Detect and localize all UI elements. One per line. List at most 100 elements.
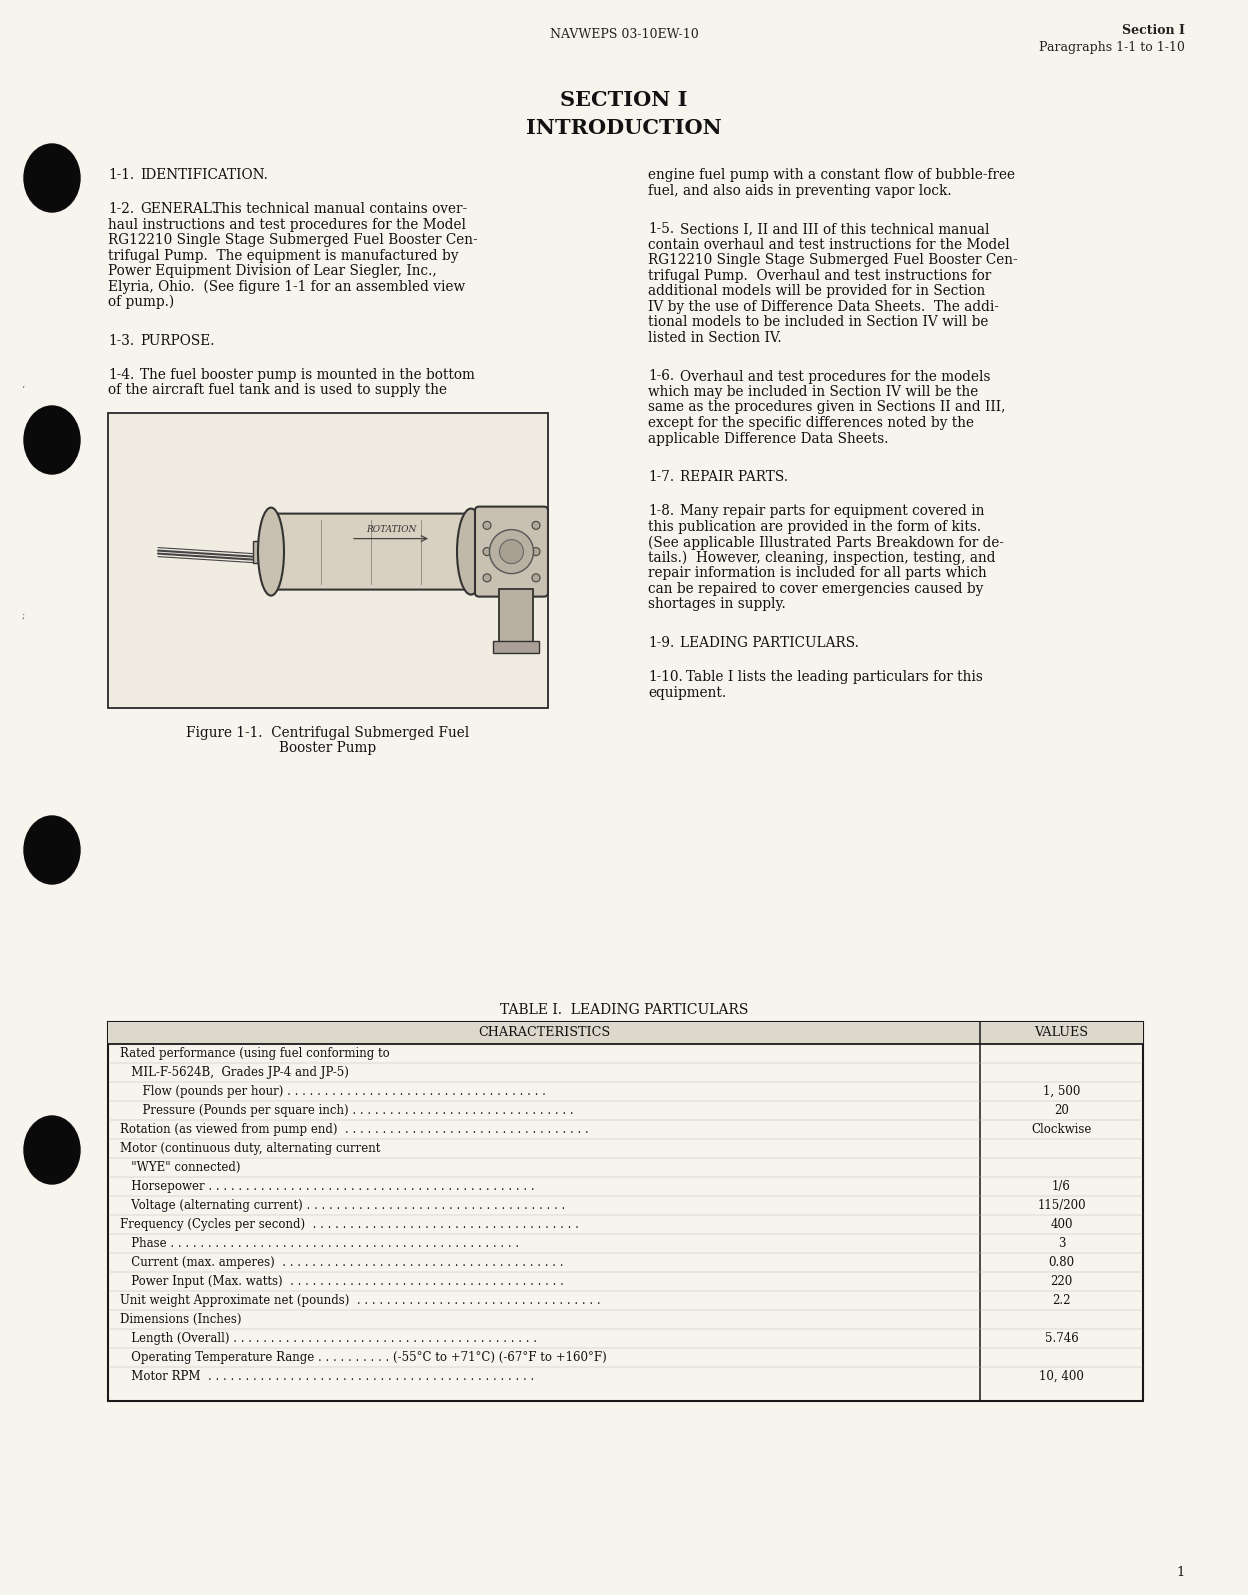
Circle shape [489, 530, 533, 574]
Text: Motor (continuous duty, alternating current: Motor (continuous duty, alternating curr… [120, 1142, 381, 1155]
Text: this publication are provided in the form of kits.: this publication are provided in the for… [648, 520, 981, 534]
Text: Flow (pounds per hour) . . . . . . . . . . . . . . . . . . . . . . . . . . . . .: Flow (pounds per hour) . . . . . . . . .… [120, 1085, 545, 1097]
Text: Current (max. amperes)  . . . . . . . . . . . . . . . . . . . . . . . . . . . . : Current (max. amperes) . . . . . . . . .… [120, 1255, 564, 1270]
Text: 2.2: 2.2 [1052, 1294, 1071, 1306]
Text: SECTION I: SECTION I [560, 89, 688, 110]
Text: Overhaul and test procedures for the models: Overhaul and test procedures for the mod… [680, 370, 991, 383]
Text: REPAIR PARTS.: REPAIR PARTS. [680, 471, 787, 485]
Text: LEADING PARTICULARS.: LEADING PARTICULARS. [680, 636, 859, 651]
Text: Voltage (alternating current) . . . . . . . . . . . . . . . . . . . . . . . . . : Voltage (alternating current) . . . . . … [120, 1199, 565, 1212]
Text: Booster Pump: Booster Pump [280, 742, 377, 756]
Text: Many repair parts for equipment covered in: Many repair parts for equipment covered … [680, 504, 985, 518]
Text: equipment.: equipment. [648, 686, 726, 700]
Text: The fuel booster pump is mounted in the bottom: The fuel booster pump is mounted in the … [140, 368, 475, 381]
Text: tional models to be included in Section IV will be: tional models to be included in Section … [648, 316, 988, 329]
Text: except for the specific differences noted by the: except for the specific differences note… [648, 416, 973, 431]
Text: 220: 220 [1051, 1274, 1072, 1289]
Text: haul instructions and test procedures for the Model: haul instructions and test procedures fo… [109, 217, 466, 231]
Circle shape [532, 547, 540, 555]
Text: trifugal Pump.  The equipment is manufactured by: trifugal Pump. The equipment is manufact… [109, 249, 458, 263]
Text: tails.)  However, cleaning, inspection, testing, and: tails.) However, cleaning, inspection, t… [648, 550, 996, 565]
Text: Unit weight Approximate net (pounds)  . . . . . . . . . . . . . . . . . . . . . : Unit weight Approximate net (pounds) . .… [120, 1294, 600, 1306]
Bar [109, 1022, 1143, 1400]
Text: Length (Overall) . . . . . . . . . . . . . . . . . . . . . . . . . . . . . . . .: Length (Overall) . . . . . . . . . . . .… [120, 1332, 537, 1345]
Text: engine fuel pump with a constant flow of bubble-free: engine fuel pump with a constant flow of… [648, 167, 1015, 182]
Text: Table I lists the leading particulars for this: Table I lists the leading particulars fo… [686, 670, 983, 684]
Bar [493, 641, 538, 652]
Text: contain overhaul and test instructions for the Model: contain overhaul and test instructions f… [648, 238, 1010, 252]
Text: 1: 1 [1177, 1566, 1186, 1579]
Text: 1-1.: 1-1. [109, 167, 134, 182]
Text: This technical manual contains over-: This technical manual contains over- [208, 203, 467, 215]
Text: Pressure (Pounds per square inch) . . . . . . . . . . . . . . . . . . . . . . . : Pressure (Pounds per square inch) . . . … [120, 1104, 574, 1116]
Text: of pump.): of pump.) [109, 295, 175, 309]
Text: shortages in supply.: shortages in supply. [648, 598, 786, 611]
Text: "WYE" connected): "WYE" connected) [120, 1161, 241, 1174]
Ellipse shape [457, 509, 485, 595]
Bar [109, 413, 548, 708]
Text: 10, 400: 10, 400 [1040, 1370, 1085, 1383]
Text: RG12210 Single Stage Submerged Fuel Booster Cen-: RG12210 Single Stage Submerged Fuel Boos… [648, 254, 1017, 268]
Text: Rated performance (using fuel conforming to: Rated performance (using fuel conforming… [120, 1046, 389, 1061]
Circle shape [532, 574, 540, 582]
Text: Power Input (Max. watts)  . . . . . . . . . . . . . . . . . . . . . . . . . . . : Power Input (Max. watts) . . . . . . . .… [120, 1274, 564, 1289]
Text: ‘: ‘ [22, 386, 25, 394]
Text: Rotation (as viewed from pump end)  . . . . . . . . . . . . . . . . . . . . . . : Rotation (as viewed from pump end) . . .… [120, 1123, 589, 1136]
Text: Horsepower . . . . . . . . . . . . . . . . . . . . . . . . . . . . . . . . . . .: Horsepower . . . . . . . . . . . . . . .… [120, 1180, 534, 1193]
Circle shape [483, 574, 490, 582]
Text: GENERAL.: GENERAL. [140, 203, 216, 215]
Text: VALUES: VALUES [1035, 1027, 1088, 1040]
Text: Phase . . . . . . . . . . . . . . . . . . . . . . . . . . . . . . . . . . . . . : Phase . . . . . . . . . . . . . . . . . … [120, 1238, 519, 1250]
Text: 1, 500: 1, 500 [1043, 1085, 1081, 1097]
Text: additional models will be provided for in Section: additional models will be provided for i… [648, 284, 985, 298]
Text: applicable Difference Data Sheets.: applicable Difference Data Sheets. [648, 432, 889, 445]
Circle shape [483, 522, 490, 530]
Text: RG12210 Single Stage Submerged Fuel Booster Cen-: RG12210 Single Stage Submerged Fuel Boos… [109, 233, 478, 247]
Text: Power Equipment Division of Lear Siegler, Inc.,: Power Equipment Division of Lear Siegler… [109, 265, 437, 278]
Text: 5.746: 5.746 [1045, 1332, 1078, 1345]
Text: 1-6.: 1-6. [648, 370, 674, 383]
Text: CHARACTERISTICS: CHARACTERISTICS [478, 1027, 610, 1040]
Text: ROTATION: ROTATION [366, 525, 416, 534]
Text: 1/6: 1/6 [1052, 1180, 1071, 1193]
Ellipse shape [258, 507, 285, 595]
Text: ;: ; [22, 611, 25, 619]
Text: Figure 1-1.  Centrifugal Submerged Fuel: Figure 1-1. Centrifugal Submerged Fuel [186, 726, 469, 740]
Bar [498, 589, 533, 651]
Text: 115/200: 115/200 [1037, 1199, 1086, 1212]
Text: listed in Section IV.: listed in Section IV. [648, 330, 781, 345]
Ellipse shape [24, 144, 80, 212]
Text: 1-9.: 1-9. [648, 636, 674, 651]
Text: fuel, and also aids in preventing vapor lock.: fuel, and also aids in preventing vapor … [648, 183, 952, 198]
Text: 1-8.: 1-8. [648, 504, 674, 518]
Ellipse shape [24, 1116, 80, 1183]
Text: NAVWEPS 03-10EW-10: NAVWEPS 03-10EW-10 [549, 29, 699, 41]
Ellipse shape [24, 817, 80, 884]
Text: Dimensions (Inches): Dimensions (Inches) [120, 1313, 242, 1325]
FancyBboxPatch shape [270, 514, 473, 590]
Text: Operating Temperature Range . . . . . . . . . . (-55°C to +71°C) (-67°F to +160°: Operating Temperature Range . . . . . . … [120, 1351, 607, 1364]
Text: 3: 3 [1058, 1238, 1066, 1250]
Text: 1-3.: 1-3. [109, 333, 134, 348]
Text: Motor RPM  . . . . . . . . . . . . . . . . . . . . . . . . . . . . . . . . . . .: Motor RPM . . . . . . . . . . . . . . . … [120, 1370, 534, 1383]
Text: Clockwise: Clockwise [1031, 1123, 1092, 1136]
Bar [253, 541, 271, 563]
Text: PURPOSE.: PURPOSE. [140, 333, 215, 348]
Text: Frequency (Cycles per second)  . . . . . . . . . . . . . . . . . . . . . . . . .: Frequency (Cycles per second) . . . . . … [120, 1219, 579, 1231]
Text: 1-7.: 1-7. [648, 471, 674, 485]
Text: 400: 400 [1051, 1219, 1073, 1231]
Text: 1-5.: 1-5. [648, 222, 674, 236]
Text: IDENTIFICATION.: IDENTIFICATION. [140, 167, 268, 182]
Text: INTRODUCTION: INTRODUCTION [527, 118, 721, 139]
Text: which may be included in Section IV will be the: which may be included in Section IV will… [648, 384, 978, 399]
Text: Paragraphs 1-1 to 1-10: Paragraphs 1-1 to 1-10 [1040, 41, 1186, 54]
Text: trifugal Pump.  Overhaul and test instructions for: trifugal Pump. Overhaul and test instruc… [648, 268, 991, 282]
Text: 0.80: 0.80 [1048, 1255, 1075, 1270]
Text: can be repaired to cover emergencies caused by: can be repaired to cover emergencies cau… [648, 582, 983, 597]
Text: TABLE I.  LEADING PARTICULARS: TABLE I. LEADING PARTICULARS [499, 1003, 749, 1018]
Text: MIL-F-5624B,  Grades JP-4 and JP-5): MIL-F-5624B, Grades JP-4 and JP-5) [120, 1065, 349, 1078]
Text: repair information is included for all parts which: repair information is included for all p… [648, 566, 987, 581]
Text: 1-10.: 1-10. [648, 670, 683, 684]
Text: Section I: Section I [1122, 24, 1186, 37]
Text: Elyria, Ohio.  (See figure 1-1 for an assembled view: Elyria, Ohio. (See figure 1-1 for an ass… [109, 279, 466, 293]
